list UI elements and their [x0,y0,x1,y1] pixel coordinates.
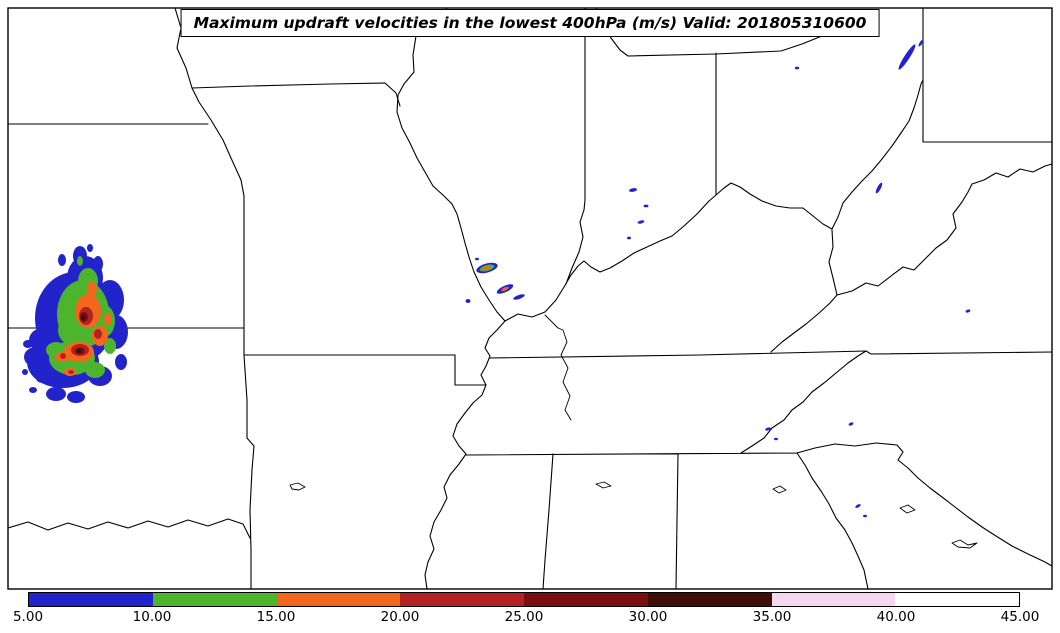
updraft-cell [67,391,85,403]
updraft-cell [94,329,102,339]
colorbar-segment [152,593,277,606]
updraft-cell [501,286,509,292]
updraft-cell [104,313,112,325]
updraft-cell [774,437,778,441]
updraft-cell [76,349,82,353]
colorbar-tick-label: 10.00 [132,609,172,625]
updraft-cell [87,244,93,252]
updraft-cell [24,347,48,367]
updraft-cell [39,291,57,309]
updraft-cell [475,257,479,261]
updraft-cell [77,256,83,266]
updraft-cell [46,387,66,401]
updraft-cell [965,309,971,313]
rivers-and-lakes [289,314,978,549]
colorbar-tick-label: 20.00 [380,609,420,625]
updraft-cell [58,316,82,344]
colorbar-tick-label: 30.00 [628,609,668,625]
updraft-cell [848,422,854,426]
updraft-cell [29,387,37,393]
map-title: Maximum updraft velocities in the lowest… [180,9,880,37]
updraft-cell [81,315,85,321]
colorbar-tick-label: 40.00 [876,609,916,625]
updraft-cell [629,188,637,192]
updraft-cell [87,282,97,296]
colorbar-segment [400,593,524,606]
updraft-cell [875,182,883,194]
updraft-cell [58,254,66,266]
updraft-cell [637,220,645,224]
updraft-cell [104,338,116,354]
colorbar-tick-label: 35.00 [752,609,792,625]
colorbar-tick-label: 15.00 [256,609,296,625]
colorbar-tick-label: 45.00 [1000,609,1040,625]
updraft-cell [36,373,48,383]
state-boundaries [8,8,1052,589]
updraft-cell [918,39,924,47]
ohio-river-and-midwest-borders [504,8,924,322]
updraft-cell [60,353,66,359]
south-east-borders [465,8,1052,589]
updraft-cell [863,514,867,518]
updraft-cell [482,265,490,271]
updraft-cell [85,362,105,378]
colorbar-segment [895,593,1019,606]
updraft-cell [765,427,771,431]
updraft-cell [68,370,74,374]
updraft-cell [465,299,471,303]
colorbar-segment [29,593,153,606]
updraft-cell [643,204,649,208]
map-border [7,7,1053,590]
storm-cells [22,39,971,518]
updraft-cell [513,294,525,300]
updraft-cell [898,44,916,70]
colorbar-segment [276,593,401,606]
colorbar-ticks: 5.00 10.00 15.00 20.00 25.00 30.00 35.00 40.00 4… [13,609,1039,629]
colorbar-tick-label: 25.00 [504,609,544,625]
colorbar-tick-label: 5.00 [12,609,44,625]
updraft-cell [855,504,861,508]
colorbar-segment [524,593,648,606]
updraft-cell [93,256,103,272]
mississippi-river-border [396,8,506,589]
updraft-cell [23,340,33,348]
colorbar-segments [28,592,1020,607]
updraft-cell [794,66,800,70]
colorbar-segment [771,593,896,606]
updraft-cell [22,369,28,375]
updraft-cell [115,354,127,370]
colorbar-segment [647,593,772,606]
updraft-cell [627,236,631,240]
